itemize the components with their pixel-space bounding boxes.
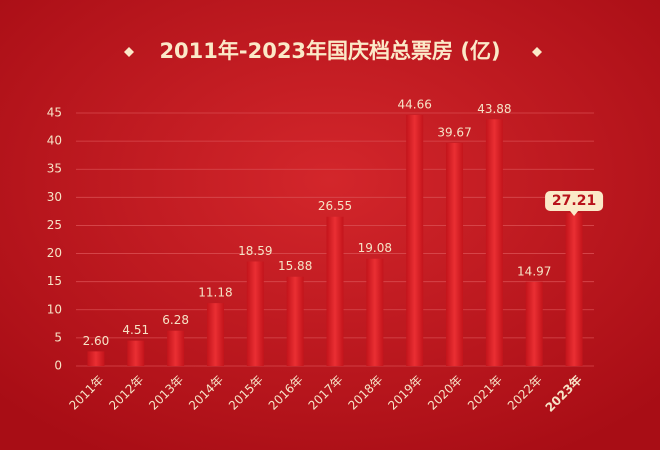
highlight-bubble: [545, 191, 604, 217]
y-tick-label: 40: [47, 134, 62, 148]
bar: [446, 142, 464, 366]
y-tick-label: 5: [54, 330, 62, 344]
y-tick-label: 0: [54, 359, 62, 373]
bar: [167, 330, 185, 366]
value-label: 6.28: [162, 313, 189, 327]
value-label: 44.66: [398, 97, 432, 111]
decoration: [532, 47, 542, 57]
y-tick-label: 45: [47, 106, 62, 120]
bar: [87, 351, 105, 366]
y-tick-label: 30: [47, 190, 62, 204]
value-label: 11.18: [198, 286, 232, 300]
bar: [246, 261, 264, 366]
value-label: 18.59: [238, 244, 272, 258]
y-tick-label: 35: [47, 162, 62, 176]
y-tick-label: 20: [47, 246, 62, 260]
chart-title: 2011年-2023年国庆档总票房 (亿): [159, 39, 500, 63]
bar: [485, 119, 503, 366]
bar: [127, 340, 145, 366]
y-tick-label: 25: [47, 218, 62, 232]
bar: [525, 281, 543, 366]
bar: [366, 258, 384, 366]
bar: [206, 303, 224, 366]
y-tick-label: 15: [47, 274, 62, 288]
value-label: 27.21: [552, 193, 596, 209]
value-label: 39.67: [437, 125, 471, 139]
value-label: 43.88: [477, 102, 511, 116]
value-label: 26.55: [318, 199, 352, 213]
decoration: [124, 47, 134, 57]
value-label: 2.60: [83, 334, 110, 348]
value-label: 19.08: [358, 241, 392, 255]
value-label: 4.51: [122, 323, 149, 337]
y-tick-label: 10: [47, 302, 62, 316]
bar: [565, 213, 583, 366]
value-label: 14.97: [517, 264, 551, 278]
bar: [406, 114, 424, 366]
value-label: 15.88: [278, 259, 312, 273]
bar: [286, 276, 304, 366]
bar: [326, 216, 344, 366]
